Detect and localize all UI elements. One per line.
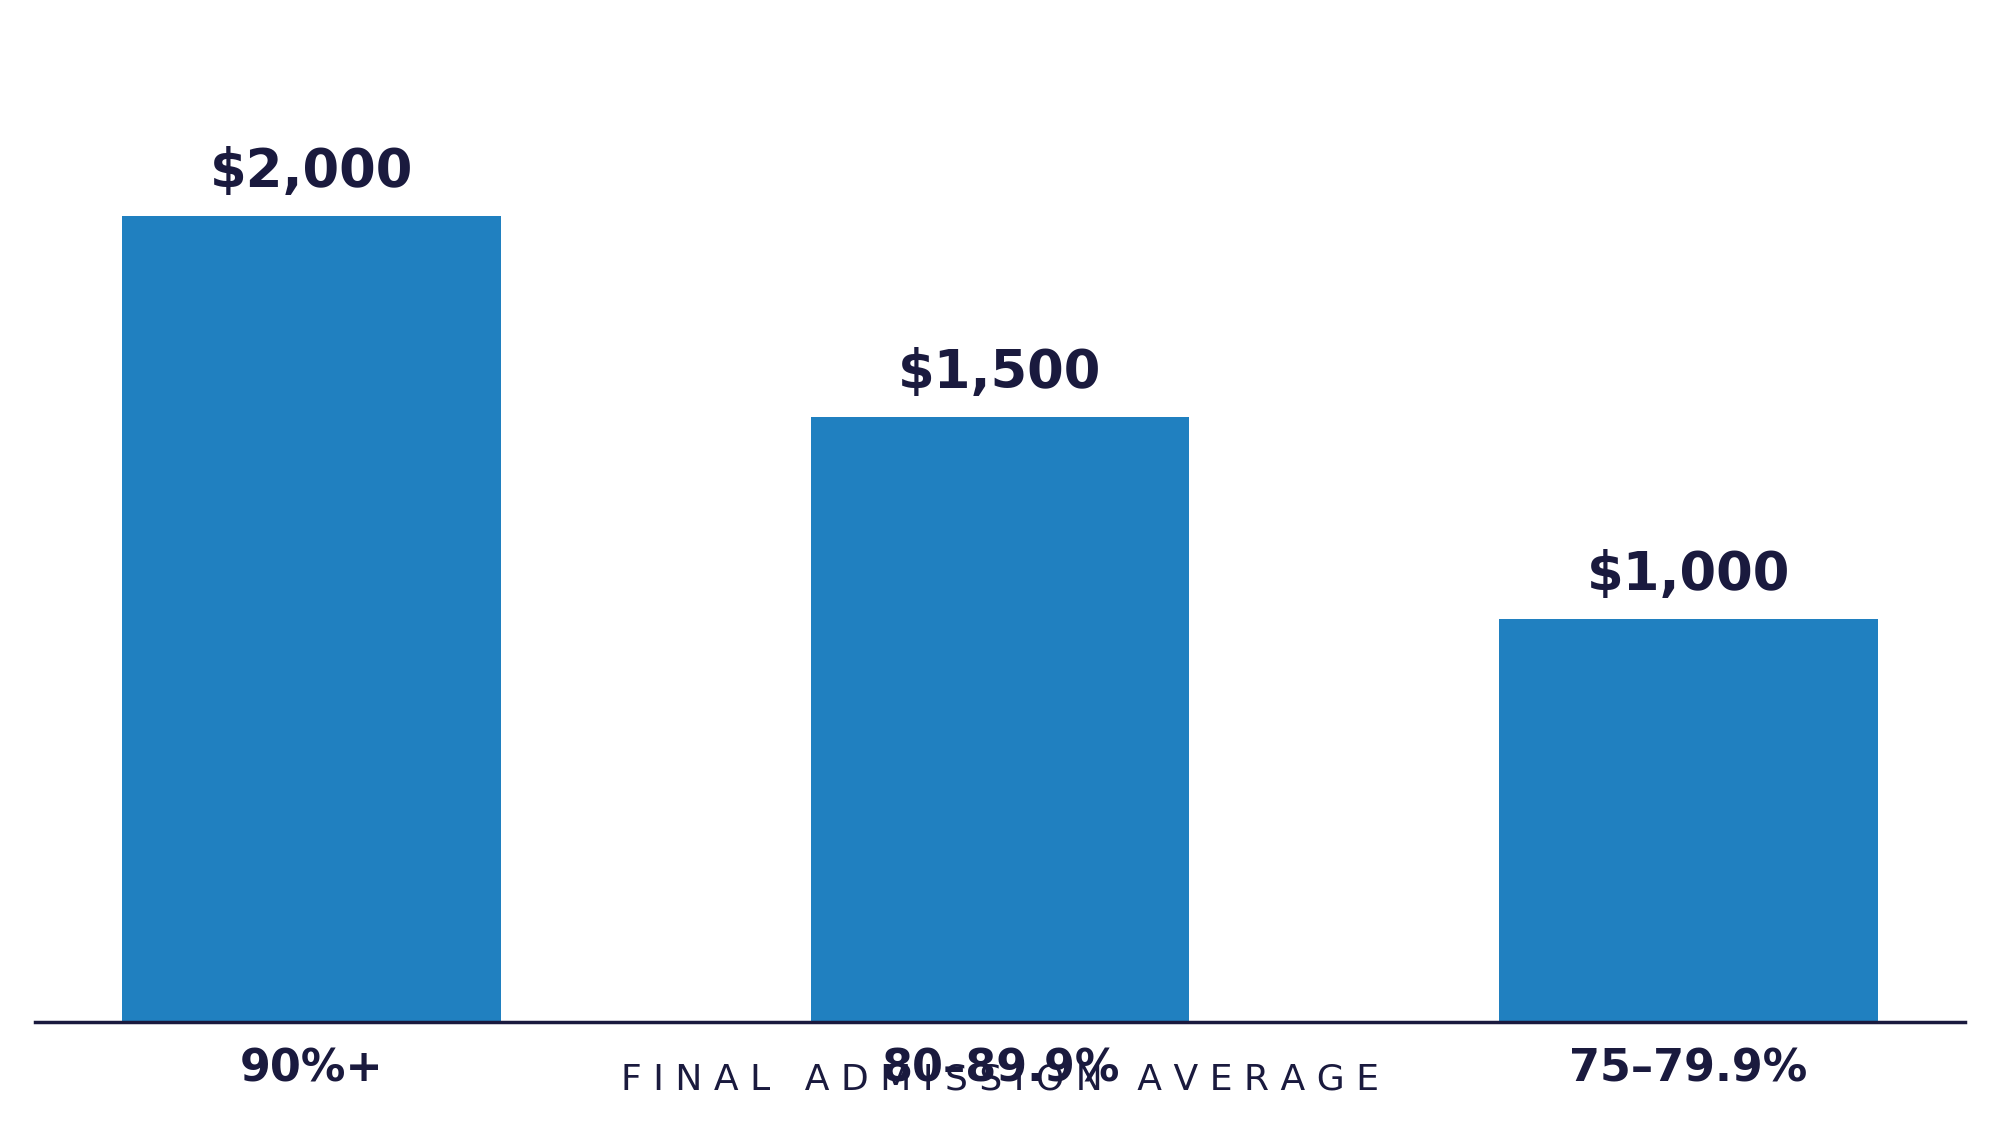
Text: $1,500: $1,500 <box>898 348 1102 399</box>
Text: F I N A L   A D M I S S I O N   A V E R A G E: F I N A L A D M I S S I O N A V E R A G … <box>620 1063 1380 1097</box>
Text: $2,000: $2,000 <box>210 146 414 198</box>
Bar <box>122 216 502 1022</box>
Bar <box>1498 619 1878 1022</box>
Text: $1,000: $1,000 <box>1586 549 1790 601</box>
Bar <box>810 417 1190 1022</box>
